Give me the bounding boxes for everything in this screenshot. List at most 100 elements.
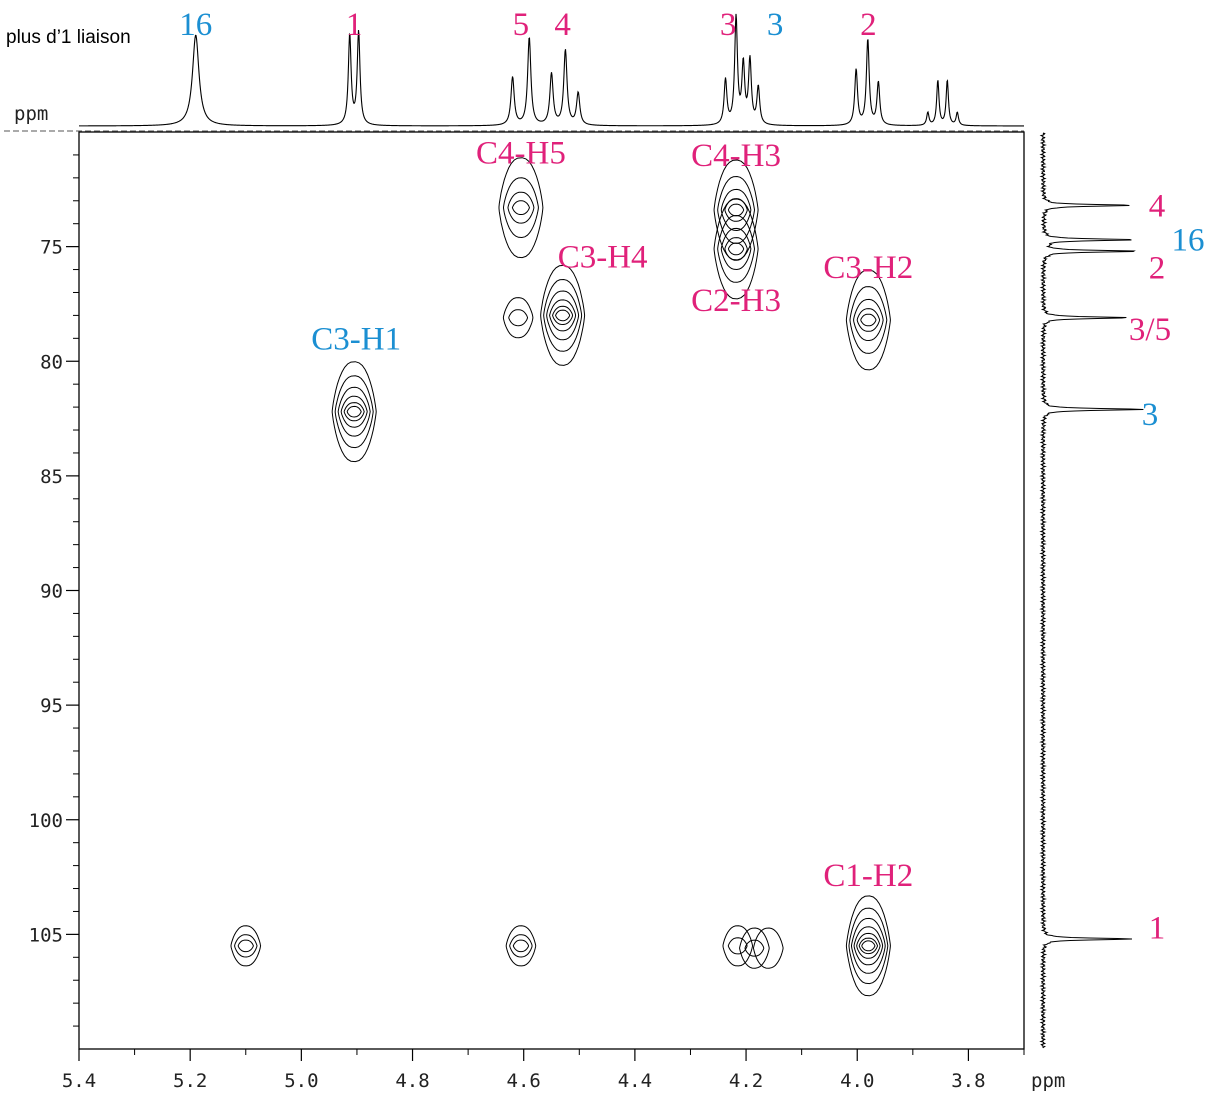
carbon-peak-label: 16: [1172, 223, 1205, 259]
carbon-peak-label: 4: [1149, 188, 1166, 224]
y-tick-label: 80: [40, 351, 63, 373]
proton-peak-label: 2: [860, 7, 877, 43]
contour-level: [507, 191, 535, 224]
contour-level: [849, 286, 888, 354]
carbon-peak-label: 3: [1142, 397, 1159, 433]
contour-level: [728, 203, 745, 217]
contour-level: [853, 298, 884, 342]
contour-level: [512, 939, 529, 953]
static-text: plus d’1 liaison ppm ppm: [6, 27, 1065, 1092]
proton-peak-label: 3: [720, 7, 737, 43]
contour-level: [340, 395, 368, 428]
cross-peak: [713, 198, 759, 300]
x-axis-unit: ppm: [1031, 1070, 1065, 1092]
x-tick-label: 4.2: [729, 1070, 763, 1092]
contour-level: [509, 934, 533, 958]
x-tick-label: 4.8: [395, 1070, 429, 1092]
contour-level: [853, 926, 884, 966]
carbon-peak-label: 3/5: [1129, 312, 1171, 348]
contour-level: [555, 309, 571, 322]
contour-level: [848, 907, 889, 985]
y-tick-label: 105: [29, 924, 63, 946]
proton-peak-label: 4: [554, 7, 571, 43]
contour-level: [237, 939, 254, 953]
cross-peak-label: C3-H4: [558, 239, 648, 275]
contour-level: [728, 242, 745, 256]
x-tick-label: 4.6: [507, 1070, 541, 1092]
cross-peak-label: C2-H3: [691, 283, 781, 319]
contour-level: [744, 939, 765, 957]
contour-level: [234, 934, 258, 958]
contour-level: [503, 177, 539, 239]
y-tick-label: 100: [29, 810, 63, 832]
contour-level: [753, 927, 784, 969]
contour-level: [498, 157, 544, 259]
y-tick-label: 75: [40, 237, 63, 259]
contour-level: [860, 313, 877, 327]
y-tick-label: 95: [40, 695, 63, 717]
cross-peak: [845, 895, 891, 997]
contour-level: [727, 937, 748, 955]
y-tick-label: 90: [40, 581, 63, 603]
contour-level: [549, 299, 577, 332]
contour-level: [713, 198, 759, 300]
x-tick-label: 5.0: [284, 1070, 318, 1092]
proton-peak-label: 1: [346, 7, 363, 43]
contour-level: [511, 200, 530, 215]
cross-peak-contours: [230, 157, 891, 997]
x-tick-label: 4.0: [840, 1070, 874, 1092]
contour-level: [546, 290, 580, 341]
cross-peak: [739, 927, 770, 969]
contour-level: [861, 940, 876, 952]
contour-level: [720, 188, 752, 232]
cross-peak-label: C3-H1: [311, 322, 401, 358]
contour-level: [334, 375, 374, 449]
contour-level: [508, 309, 528, 327]
cross-peak: [498, 157, 544, 259]
contour-level: [856, 308, 881, 332]
carbon-1d-spectrum: [1039, 132, 1144, 1049]
carbon-peak-label: 1: [1149, 910, 1166, 946]
contour-level: [502, 297, 534, 339]
y-axis: 75 80 85 90 95 100 105: [29, 154, 79, 1027]
contour-level: [346, 405, 362, 418]
cross-peak-label: C4-H3: [691, 138, 781, 174]
contour-level: [230, 925, 262, 967]
contour-level: [543, 278, 583, 352]
contour-level: [858, 937, 879, 955]
x-tick-label: 5.2: [173, 1070, 207, 1092]
cross-peak: [753, 927, 784, 969]
cross-peak: [331, 361, 377, 463]
note-text: plus d’1 liaison: [6, 27, 131, 48]
contour-level: [722, 925, 754, 967]
carbon-trace: [1039, 132, 1144, 1049]
cross-peak: [722, 925, 754, 967]
contour-level: [540, 264, 586, 366]
cross-peak: [713, 159, 759, 261]
cross-peak: [540, 264, 586, 366]
contour-level: [717, 214, 756, 283]
cross-peak: [505, 925, 537, 967]
proton-peak-label: 3: [767, 7, 784, 43]
contour-level: [343, 402, 365, 422]
cross-peak: [230, 925, 262, 967]
y-tick-label: 85: [40, 466, 63, 488]
cross-peak-label: C1-H2: [823, 858, 913, 894]
contour-level: [337, 386, 371, 437]
cross-peak: [502, 297, 534, 339]
contour-level: [856, 932, 881, 959]
x-axis: 5.4 5.2 5.0 4.8 4.6 4.4 4.2 4.0 3.8: [62, 1049, 1025, 1092]
proton-trace: [79, 13, 1025, 127]
proton-peak-label: 5: [513, 7, 530, 43]
contour-level: [851, 917, 886, 974]
contour-level: [724, 237, 748, 261]
contour-level: [713, 159, 759, 261]
carbon-peak-label: 2: [1149, 250, 1166, 286]
proton-1d-spectrum: [79, 13, 1025, 127]
contour-level: [720, 227, 752, 271]
x-tick-label: 5.4: [62, 1070, 96, 1092]
contour-level: [845, 895, 891, 997]
x-tick-label: 3.8: [951, 1070, 985, 1092]
